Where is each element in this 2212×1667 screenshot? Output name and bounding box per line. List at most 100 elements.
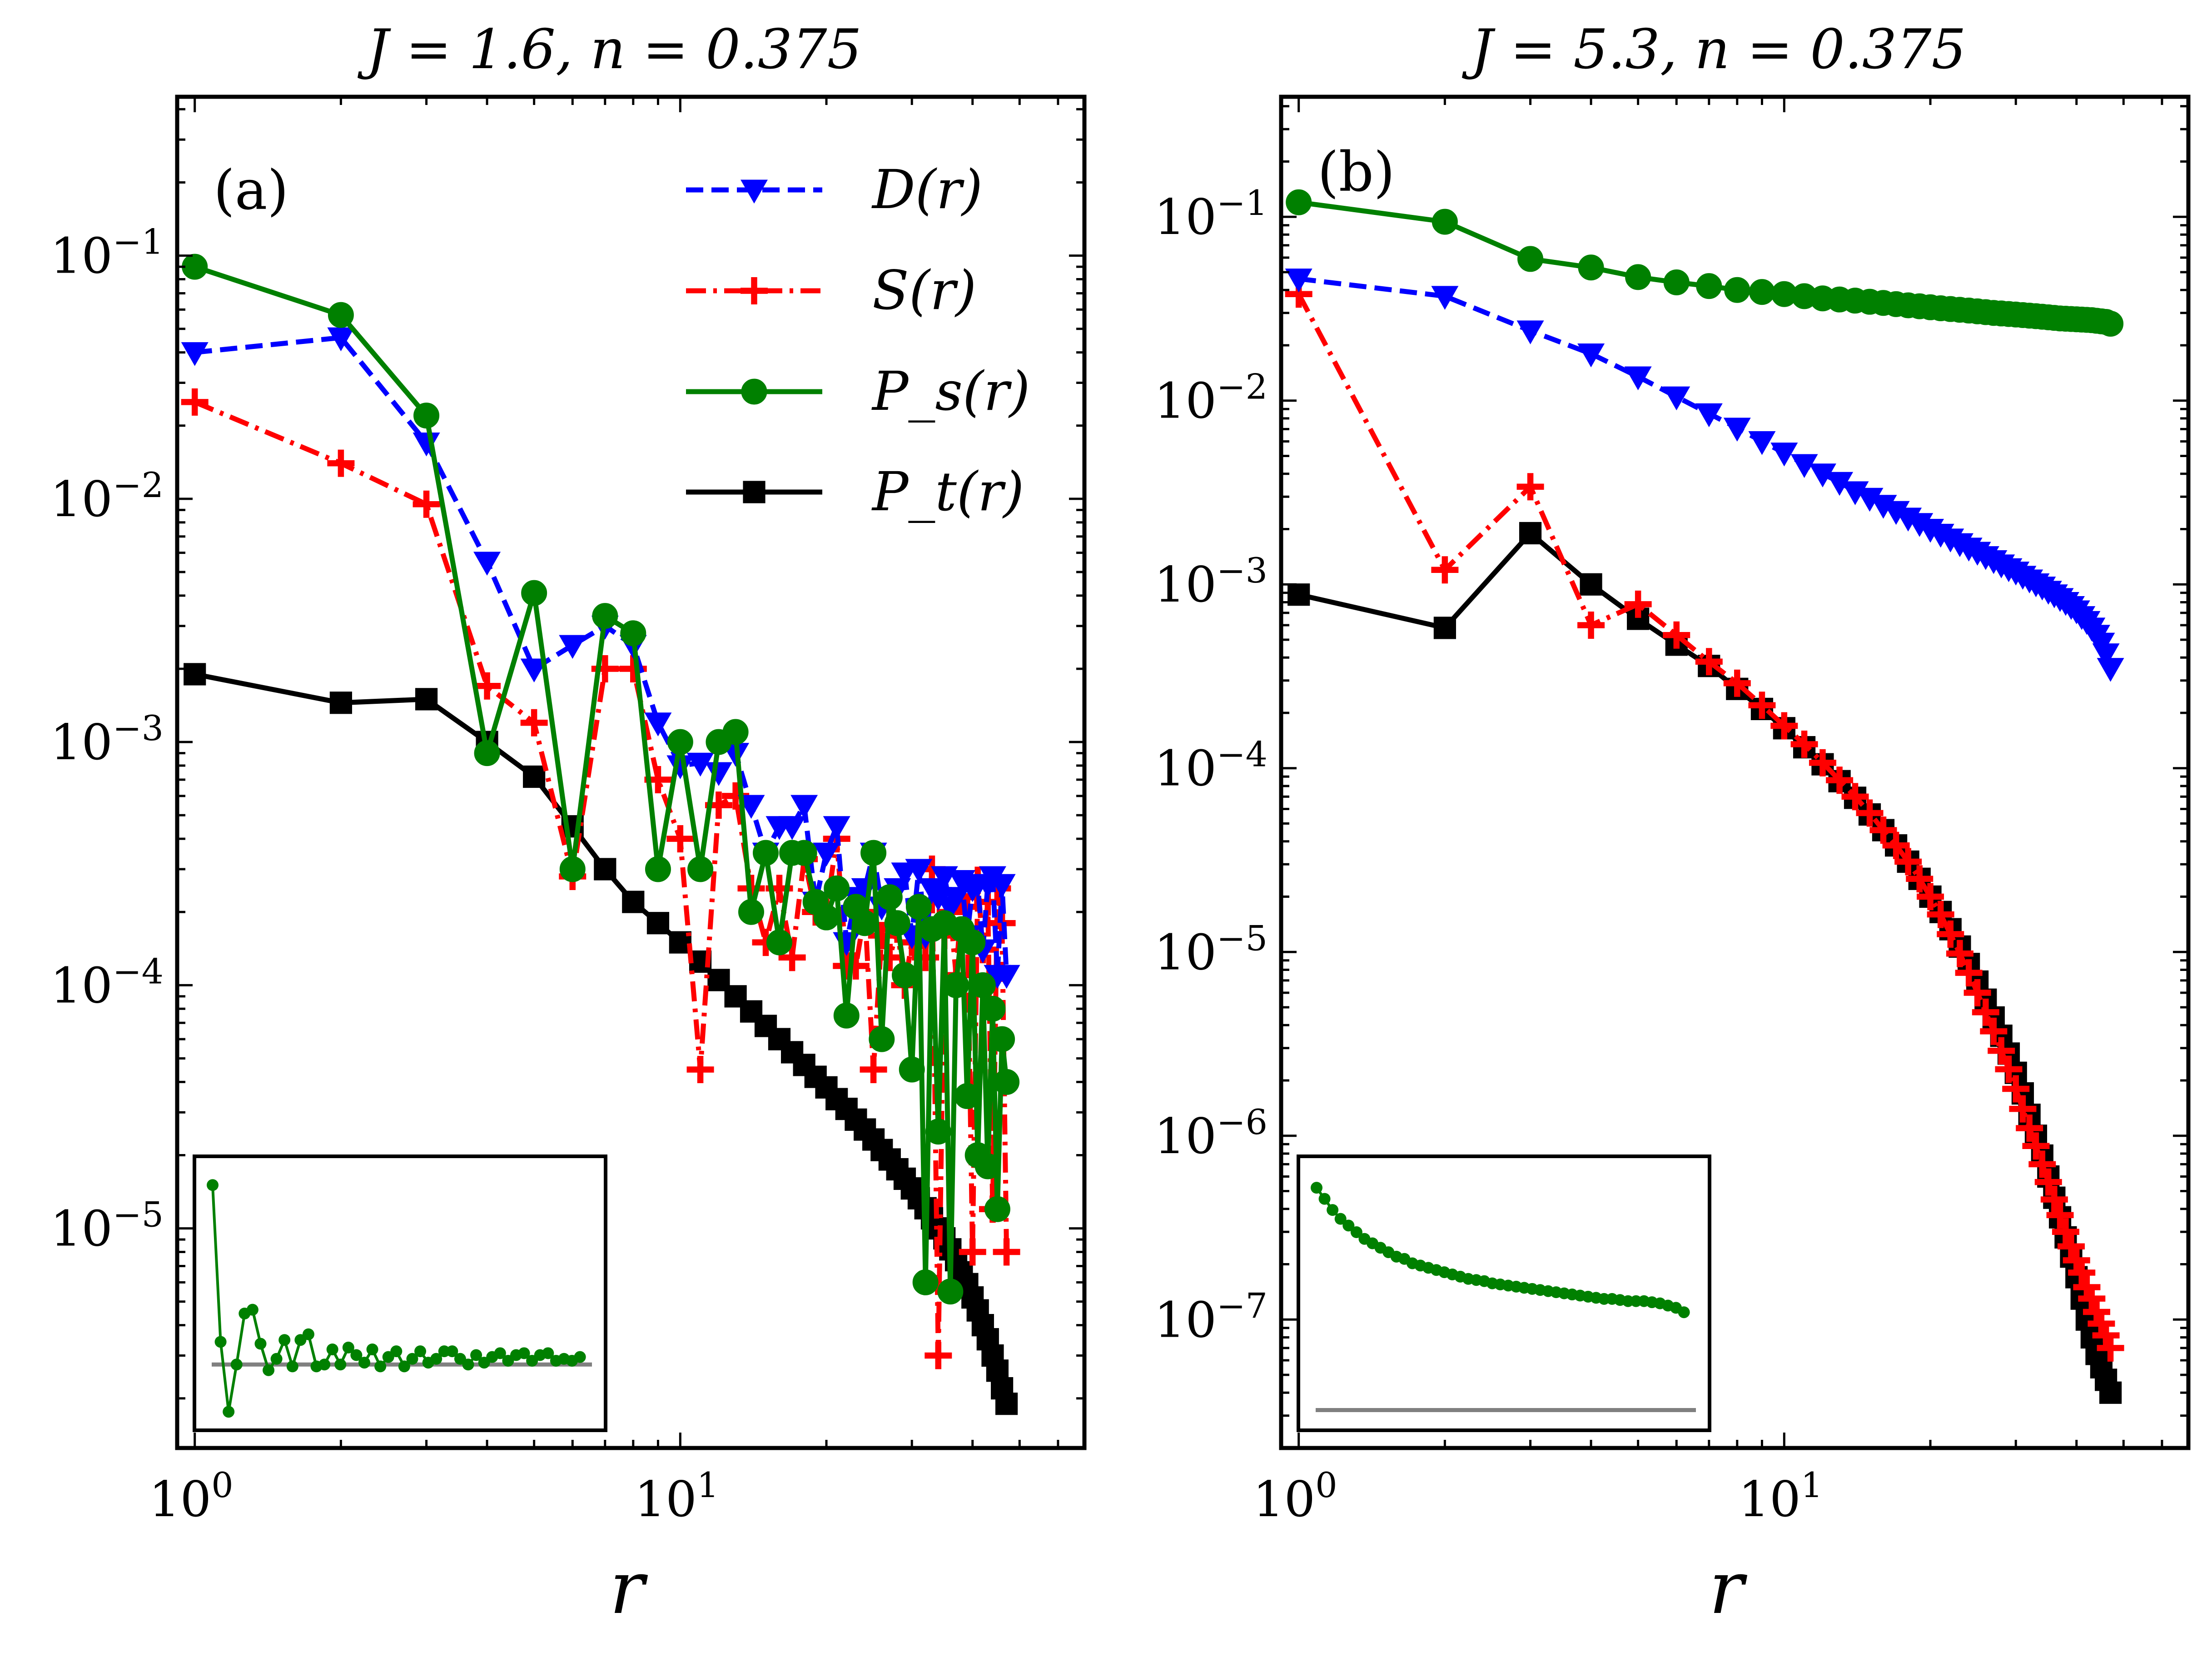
- sr-point: [2028, 1150, 2056, 1178]
- psr-point: [413, 403, 440, 429]
- dr-point: [327, 327, 355, 352]
- series-psr-markers: [1286, 189, 2124, 337]
- psr-point: [989, 1026, 1015, 1052]
- sr-point: [1577, 611, 1605, 639]
- y-tick-label: 10−5: [1154, 918, 1268, 981]
- sr-point: [1906, 865, 1934, 893]
- psr-point: [2098, 311, 2124, 337]
- sr-point: [860, 1055, 887, 1083]
- sr-point: [1748, 692, 1776, 719]
- legend-marker-dr: [741, 179, 768, 204]
- psr-point: [687, 856, 714, 882]
- sr-point: [666, 825, 694, 853]
- sr-point: [1937, 921, 1964, 948]
- sr-point: [1624, 590, 1652, 618]
- inset-point: [1350, 1226, 1362, 1239]
- sr-point: [591, 655, 619, 683]
- inset-point: [254, 1338, 267, 1350]
- dr-point: [1809, 463, 1836, 488]
- inset-point: [263, 1364, 275, 1376]
- sr-point: [327, 449, 355, 477]
- inset-point: [326, 1344, 338, 1355]
- psr-point: [753, 840, 779, 866]
- dr-point: [473, 552, 501, 576]
- sr-point: [2068, 1259, 2096, 1287]
- ptr-point: [1519, 522, 1542, 545]
- inset-point: [406, 1353, 418, 1365]
- inset-point: [542, 1347, 554, 1359]
- dr-point: [1723, 418, 1751, 442]
- series-sr-markers: [1285, 280, 2124, 1362]
- inset-point: [246, 1304, 258, 1316]
- psr-point: [1578, 254, 1604, 281]
- dr-point: [823, 816, 850, 840]
- sr-point: [918, 855, 946, 883]
- dr-point: [1663, 386, 1690, 411]
- sr-point: [1856, 799, 1884, 827]
- psr-point: [974, 1153, 1001, 1179]
- inset-point: [223, 1406, 235, 1418]
- dr-point: [1695, 403, 1723, 428]
- psr-point: [474, 740, 500, 766]
- psr-point: [1517, 246, 1544, 272]
- psr-point: [328, 302, 354, 328]
- sr-point: [1980, 1017, 2008, 1045]
- psr-point: [559, 856, 586, 882]
- sr-point: [2088, 1310, 2115, 1338]
- dr-point: [790, 795, 818, 819]
- legend-marker-ptr: [743, 481, 766, 503]
- series-ptr-markers: [184, 663, 1018, 1415]
- dr-point: [666, 755, 694, 779]
- dr-point: [988, 874, 1016, 898]
- dr-point: [1577, 343, 1605, 368]
- legend-label-dr: D(r): [871, 158, 983, 221]
- inset-frame: [193, 1154, 607, 1432]
- sr-point: [1431, 556, 1459, 584]
- x-axis-label-a: r: [610, 1545, 648, 1630]
- dr-point: [181, 342, 209, 366]
- inset-point: [574, 1351, 586, 1363]
- psr-point: [791, 840, 817, 866]
- legend: D(r) S(r) P_s(r) P_t(r): [686, 158, 1030, 523]
- dr-point: [1869, 495, 1897, 519]
- inset-point: [318, 1358, 331, 1371]
- panel-a-title: J = 1.6, n = 0.375: [357, 18, 862, 81]
- y-tick-label: 10−2: [50, 465, 164, 528]
- dr-point: [813, 842, 840, 867]
- dr-point: [559, 635, 587, 659]
- x-tick-label: 100: [1253, 1465, 1337, 1528]
- psr-point: [1696, 273, 1722, 299]
- dr-point: [737, 795, 765, 819]
- psr-point: [592, 603, 618, 629]
- dr-point: [2097, 658, 2124, 682]
- inset-point: [230, 1358, 243, 1371]
- sr-point: [1963, 979, 1991, 1006]
- sr-point: [1723, 669, 1751, 697]
- psr-point: [645, 856, 671, 882]
- sr-point: [1894, 848, 1922, 876]
- ptr-point: [1287, 583, 1310, 606]
- dr-point: [1748, 431, 1776, 455]
- sr-point: [912, 944, 939, 971]
- dr-point: [1431, 286, 1459, 310]
- psr-point: [943, 972, 969, 998]
- x-tick-label: 101: [634, 1465, 719, 1528]
- sr-point: [766, 875, 793, 902]
- inset-point: [278, 1334, 291, 1346]
- psr-point: [766, 929, 792, 955]
- sr-point: [2097, 1334, 2124, 1362]
- psr-point: [1286, 189, 1312, 215]
- axes-frame-b: [1279, 95, 2191, 1450]
- inset-point: [430, 1353, 442, 1365]
- inset-point: [1318, 1193, 1331, 1205]
- psr-point: [925, 1119, 951, 1145]
- inset-point: [302, 1328, 314, 1340]
- ptr-point: [1580, 573, 1602, 596]
- inset-point: [334, 1358, 347, 1371]
- inset-point: [1327, 1204, 1339, 1216]
- sr-point: [2002, 1075, 2030, 1103]
- sr-point: [2046, 1201, 2074, 1229]
- x-axis-label-b: r: [1709, 1545, 1748, 1630]
- inset-point: [207, 1179, 219, 1191]
